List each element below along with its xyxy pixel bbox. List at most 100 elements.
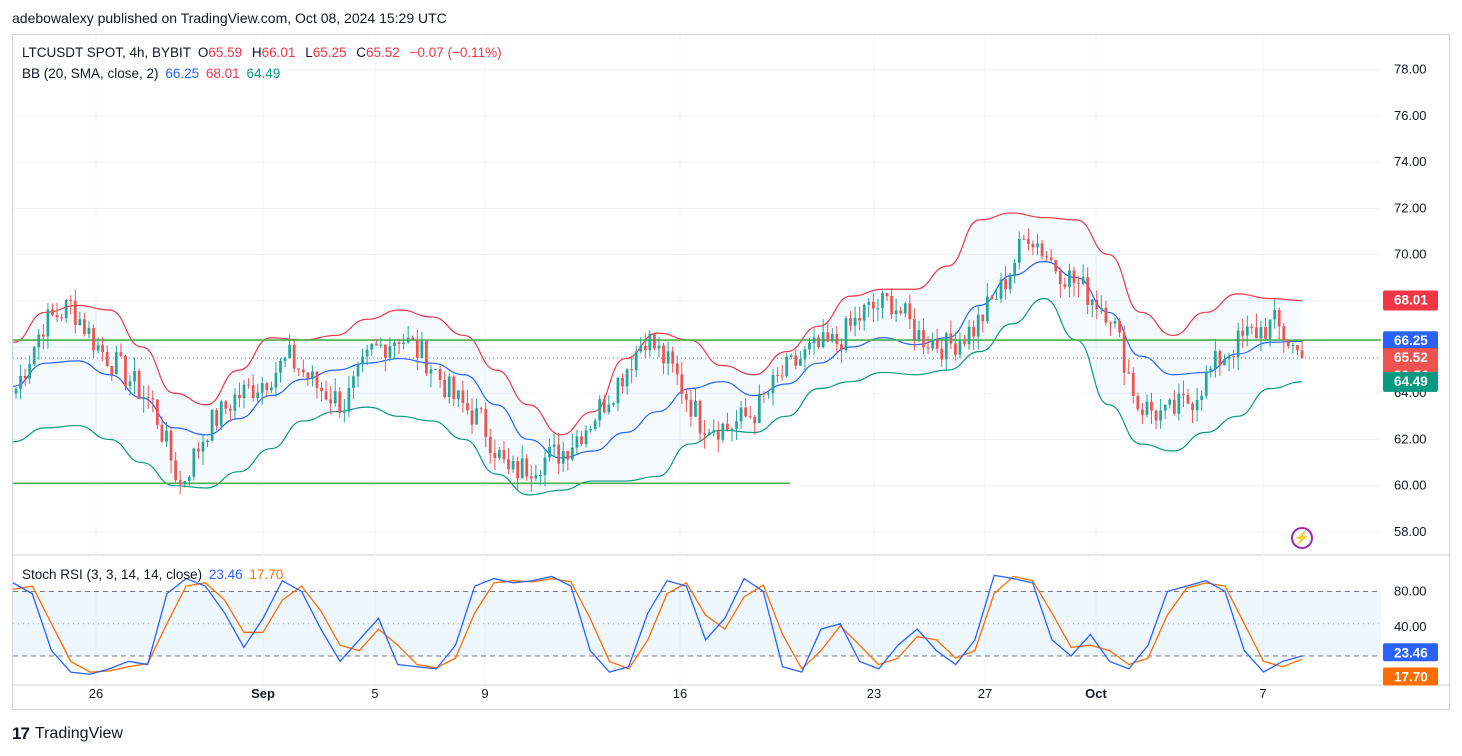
candle-body bbox=[1204, 371, 1208, 396]
candle-body bbox=[397, 342, 401, 345]
candle-body bbox=[251, 385, 255, 398]
price-tick-label: 72.00 bbox=[1394, 200, 1427, 215]
candle-body bbox=[607, 404, 611, 413]
open-label: O bbox=[197, 45, 209, 60]
candle-body bbox=[233, 394, 237, 411]
candle-body bbox=[502, 450, 506, 460]
candle-body bbox=[384, 344, 387, 358]
candle-body bbox=[881, 293, 884, 309]
bb-legend: BB (20, SMA, close, 2) 66.25 68.01 64.49 bbox=[22, 66, 283, 81]
time-tick-label: 7 bbox=[1259, 686, 1266, 701]
candle-body bbox=[1245, 326, 1249, 336]
candle-body bbox=[1218, 351, 1222, 366]
candle-body bbox=[1031, 243, 1035, 248]
bb-label[interactable]: BB (20, SMA, close, 2) bbox=[22, 66, 159, 81]
candle-body bbox=[698, 401, 702, 434]
candle-body bbox=[726, 423, 729, 430]
candle-body bbox=[320, 387, 323, 392]
bb-lower-line bbox=[12, 297, 1303, 496]
candle-body bbox=[689, 399, 693, 417]
candle-body bbox=[420, 340, 424, 358]
candle-body bbox=[32, 347, 36, 364]
candle-body bbox=[529, 476, 533, 479]
candle-body bbox=[771, 374, 775, 394]
candle-body bbox=[630, 369, 634, 371]
candle-body bbox=[19, 375, 22, 389]
candle-body bbox=[534, 475, 538, 479]
candle-body bbox=[438, 369, 442, 380]
candle-body bbox=[776, 374, 779, 376]
stoch-legend: Stoch RSI (3, 3, 14, 14, close) 23.46 17… bbox=[22, 567, 286, 582]
candle-body bbox=[219, 401, 223, 426]
candle-body bbox=[1068, 270, 1071, 288]
candle-body bbox=[224, 401, 228, 409]
candle-body bbox=[393, 342, 396, 347]
candle-body bbox=[511, 461, 515, 470]
candle-body bbox=[1200, 395, 1204, 400]
symbol-label[interactable]: LTCUSDT SPOT, 4h, BYBIT bbox=[22, 45, 192, 60]
candle-body bbox=[402, 342, 405, 345]
candle-body bbox=[548, 446, 551, 458]
stoch-d-badge-text: 17.70 bbox=[1394, 669, 1428, 684]
candle-body bbox=[1286, 340, 1290, 346]
candle-body bbox=[890, 296, 893, 315]
candle-body bbox=[949, 333, 953, 344]
candle-body bbox=[429, 369, 433, 374]
candle-body bbox=[944, 333, 948, 360]
candle-body bbox=[803, 349, 807, 360]
candle-body bbox=[716, 430, 720, 440]
candle-body bbox=[101, 345, 105, 353]
candle-body bbox=[1036, 243, 1039, 248]
candle-body bbox=[347, 387, 351, 412]
candle-body bbox=[675, 363, 679, 375]
candle-body bbox=[570, 447, 574, 460]
stoch-label[interactable]: Stoch RSI (3, 3, 14, 14, close) bbox=[22, 567, 203, 582]
candle-body bbox=[270, 387, 273, 391]
candle-body bbox=[1255, 327, 1258, 339]
candle-body bbox=[817, 337, 820, 348]
candle-body bbox=[338, 391, 342, 413]
candle-body bbox=[165, 430, 168, 442]
candle-body bbox=[265, 383, 269, 391]
stoch-d-line bbox=[12, 575, 1303, 673]
candle-body bbox=[767, 393, 770, 395]
candle-body bbox=[1081, 277, 1085, 284]
candle-body bbox=[1300, 350, 1304, 359]
candle-body bbox=[183, 481, 187, 485]
footer-brand[interactable]: 17 TradingView bbox=[12, 724, 123, 744]
candle-body bbox=[475, 408, 478, 425]
time-tick-label: Oct bbox=[1085, 686, 1107, 701]
candle-body bbox=[812, 337, 816, 343]
candle-body bbox=[876, 308, 880, 310]
candle-body bbox=[1154, 410, 1158, 421]
candle-body bbox=[1296, 344, 1299, 351]
candle-body bbox=[853, 317, 857, 326]
candle-body bbox=[990, 296, 994, 300]
candle-body bbox=[621, 377, 624, 387]
candle-body bbox=[279, 360, 282, 373]
candle-body bbox=[639, 345, 643, 352]
candle-body bbox=[922, 330, 925, 348]
candle-body bbox=[311, 371, 314, 379]
candle-body bbox=[333, 391, 337, 404]
candle-body bbox=[1282, 326, 1286, 341]
candle-body bbox=[557, 444, 561, 464]
candle-body bbox=[297, 368, 301, 370]
flash-icon[interactable]: ⚡ bbox=[1291, 527, 1313, 549]
close-value: 65.52 bbox=[366, 45, 400, 60]
candle-body bbox=[525, 458, 529, 477]
price-badge-text: 65.52 bbox=[1394, 350, 1428, 365]
candle-body bbox=[653, 333, 656, 349]
candle-body bbox=[757, 393, 761, 424]
candle-body bbox=[452, 376, 456, 400]
candle-body bbox=[288, 344, 291, 358]
candle-body bbox=[124, 355, 127, 387]
candle-body bbox=[520, 458, 524, 479]
open-value: 65.59 bbox=[208, 45, 243, 60]
candle-body bbox=[1264, 327, 1267, 339]
candle-body bbox=[999, 279, 1003, 299]
candle-body bbox=[1109, 322, 1112, 324]
change-value: −0.07 (−0.11%) bbox=[409, 45, 502, 60]
candle-body bbox=[301, 369, 305, 373]
